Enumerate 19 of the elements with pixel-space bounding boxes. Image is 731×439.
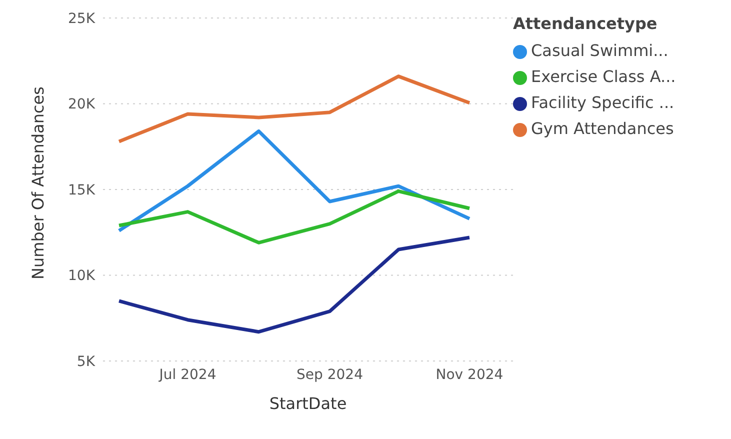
x-tick-label: Jul 2024 (158, 366, 216, 383)
legend-label: Gym Attendances (531, 119, 674, 138)
x-tick-label: Nov 2024 (436, 366, 504, 383)
legend-label: Casual Swimmi... (531, 41, 668, 60)
legend-label: Exercise Class A... (531, 67, 676, 86)
y-axis-title: Number Of Attendances (28, 86, 48, 280)
y-tick-label: 20K (68, 96, 96, 113)
line-series (117, 74, 472, 144)
y-tick-label: 10K (68, 268, 96, 284)
x-axis-title: StartDate (269, 394, 347, 413)
y-tick-label: 5K (76, 354, 96, 370)
line-series (117, 129, 472, 232)
line-series (117, 236, 472, 334)
line-series (117, 189, 472, 244)
y-tick-label: 25K (68, 10, 96, 27)
legend-title: Attendancetype (513, 14, 658, 33)
y-tick-label: 15K (68, 182, 96, 198)
x-tick-label: Sep 2024 (296, 366, 364, 383)
legend-label: Facility Specific ... (531, 93, 674, 112)
